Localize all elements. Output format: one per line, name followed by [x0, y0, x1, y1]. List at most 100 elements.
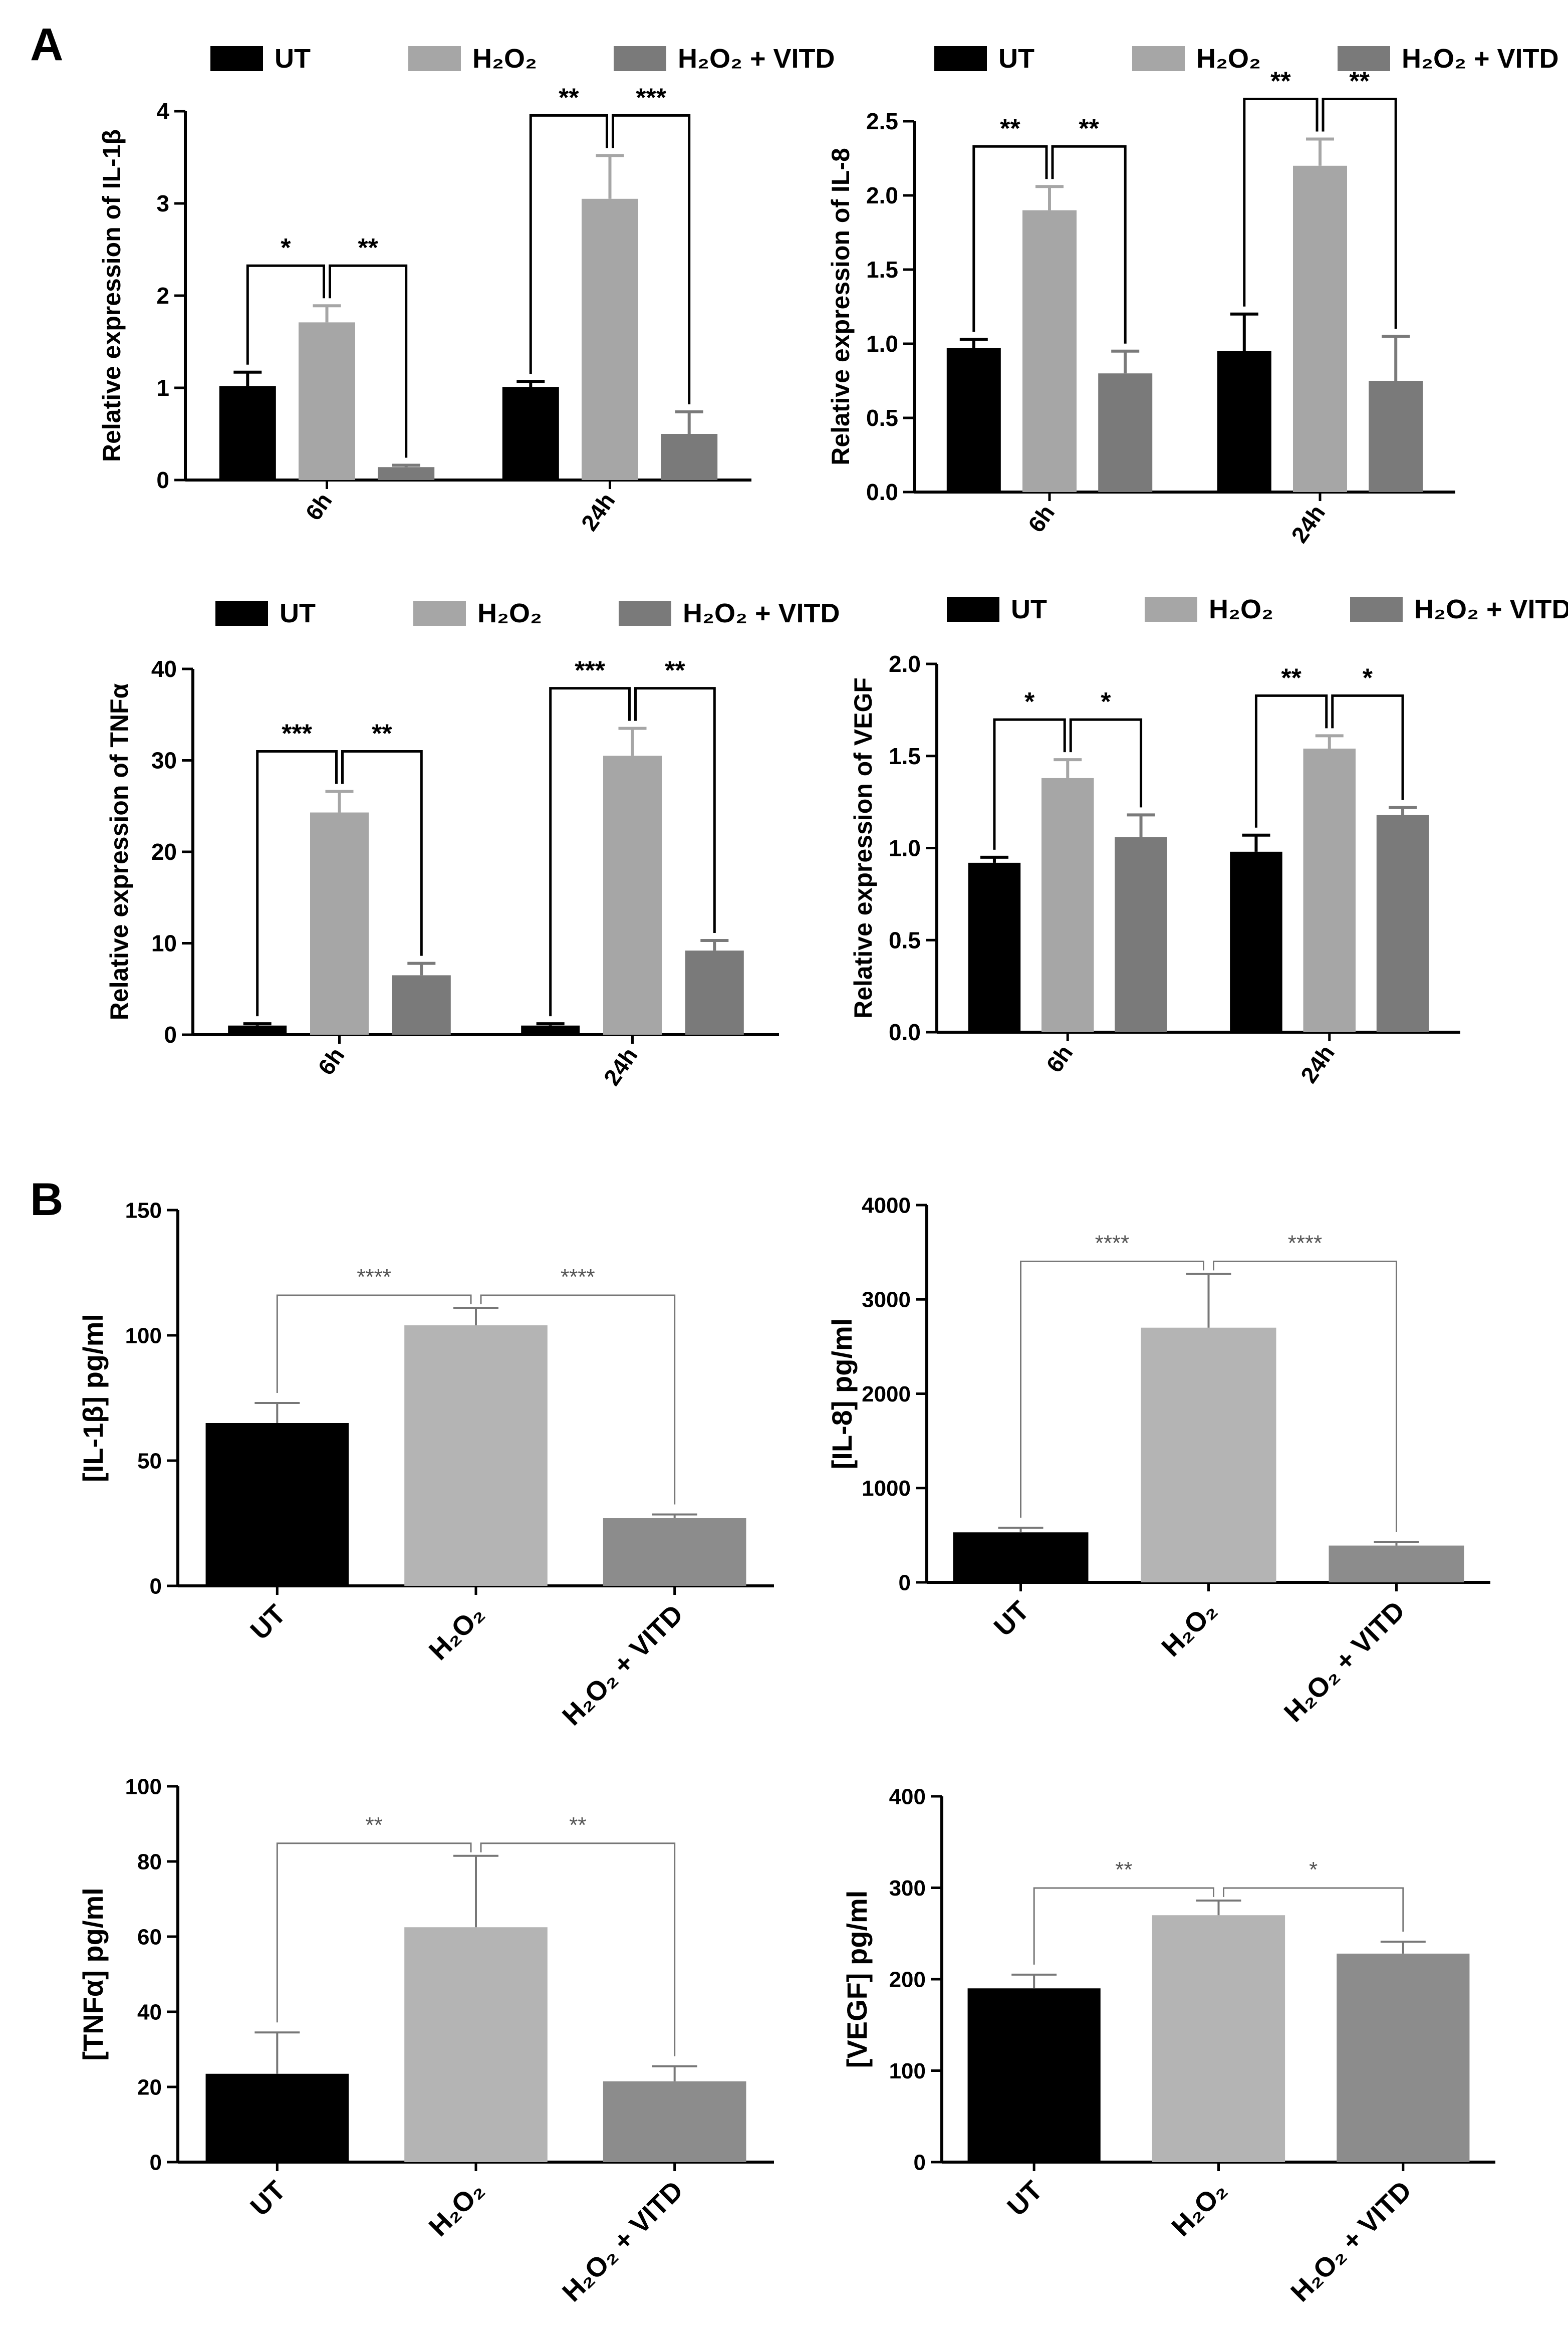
x-tick-label: 6h — [313, 1043, 349, 1080]
y-tick-label: 100 — [125, 1774, 162, 1799]
significance-label: **** — [1095, 1231, 1130, 1255]
significance-label: ** — [372, 720, 392, 749]
significance-label: ** — [366, 1813, 383, 1837]
y-tick-label: 100 — [125, 1323, 162, 1348]
significance-label: ** — [358, 233, 378, 263]
chart-b3: [TNFα] pg/ml 0 20 40 60 80 100 UT H₂O₂ H₂O₂ + VIT… — [77, 1774, 774, 2307]
x-tick-label: H₂O₂ — [423, 1599, 490, 1666]
y-tick-label: 200 — [889, 1967, 926, 1992]
significance-bracket — [256, 750, 338, 1017]
x-tick-label: 24h — [1286, 500, 1330, 548]
y-tick-label: 1.5 — [866, 257, 898, 283]
bar-UT — [205, 1423, 349, 1586]
bar-H-O--24h — [603, 756, 662, 1035]
bar-H-O-VITD-24h — [1369, 381, 1423, 492]
legend-label: UT — [275, 44, 311, 74]
y-tick-label: 2.0 — [866, 182, 898, 208]
x-tick-label: H₂O₂ + VITD — [557, 2175, 689, 2307]
chart-b2: [IL-8] pg/ml 0 1000 2000 3000 4000 UT H₂O₂ H₂O₂ … — [826, 1193, 1490, 1728]
y-tick-label: 0 — [156, 467, 169, 493]
bar-UT-24h — [502, 387, 559, 480]
x-tick-label: H₂O₂ + VITD — [1285, 2175, 1417, 2307]
significance-label: ** — [1079, 114, 1099, 143]
legend-swatch — [210, 46, 263, 71]
significance-label: * — [1101, 687, 1111, 717]
bar-H-O--6h — [299, 322, 355, 480]
bar-UT — [967, 1988, 1101, 2162]
significance-bracket — [529, 114, 608, 374]
bar-UT-24h — [521, 1025, 580, 1035]
x-tick-label: 6h — [1041, 1040, 1078, 1077]
legend-swatch — [413, 601, 466, 626]
significance-bracket — [1243, 98, 1319, 307]
y-tick-label: 50 — [137, 1449, 162, 1473]
significance-label: ** — [559, 83, 579, 112]
x-tick-label: UT — [1001, 2175, 1048, 2222]
bar-H-O-VITD-6h — [392, 975, 451, 1035]
bar-H-O--24h — [582, 198, 638, 480]
y-tick-label: 0.5 — [889, 927, 921, 953]
legend-label: H₂O₂ + VITD — [1402, 44, 1559, 74]
bar-H-O-VITD-6h — [378, 467, 435, 480]
y-tick-label: 0 — [150, 1574, 162, 1598]
legend-swatch — [614, 46, 666, 71]
bar-H-O-VITD — [603, 2081, 746, 2162]
y-tick-label: 2 — [156, 283, 169, 309]
legend-label: H₂O₂ + VITD — [1414, 594, 1568, 624]
legend-swatch — [947, 597, 999, 622]
x-tick-label: H₂O₂ — [1166, 2175, 1233, 2242]
bar-H-O--6h — [1022, 210, 1077, 493]
y-tick-label: 60 — [137, 1925, 162, 1949]
bar-H-O- — [404, 1927, 548, 2162]
y-tick-label: 0 — [914, 2150, 926, 2175]
y-tick-label: 80 — [137, 1849, 162, 1874]
y-tick-label: 3 — [156, 190, 169, 216]
bar-H-O- — [404, 1325, 548, 1586]
chart-a4: UT H₂O₂ H₂O₂ + VITD Relative expression of … — [849, 594, 1568, 1088]
y-tick-label: 300 — [889, 1876, 926, 1901]
significance-label: *** — [636, 83, 666, 112]
chart-a2: UT H₂O₂ H₂O₂ + VITD Relative expression of … — [827, 44, 1559, 548]
y-tick-label: 0 — [899, 1570, 911, 1595]
y-tick-label: 1.0 — [889, 835, 921, 861]
bar-H-O- — [1152, 1915, 1285, 2162]
bar-UT-24h — [1217, 351, 1271, 492]
y-tick-label: 400 — [889, 1784, 926, 1809]
legend-swatch — [215, 601, 268, 626]
x-tick-label: 24h — [599, 1043, 643, 1090]
x-tick-label: H₂O₂ + VITD — [557, 1599, 689, 1731]
significance-label: * — [281, 233, 291, 263]
significance-bracket — [341, 750, 423, 956]
panel-label-a: A — [30, 19, 63, 70]
y-tick-label: 2000 — [862, 1382, 911, 1406]
significance-label: ** — [1115, 1857, 1132, 1882]
y-tick-label: 30 — [151, 748, 177, 774]
y-axis-label: [IL-8] pg/ml — [826, 1318, 858, 1470]
significance-bracket — [1213, 1260, 1397, 1532]
y-axis-label: Relative expression of VEGF — [849, 677, 877, 1019]
significance-bracket — [1223, 1887, 1404, 1932]
y-tick-label: 0 — [150, 2150, 162, 2175]
legend-swatch — [1338, 46, 1390, 71]
significance-label: *** — [575, 656, 605, 685]
significance-label: * — [1024, 687, 1035, 717]
bar-UT-6h — [968, 862, 1021, 1032]
bar-H-O--24h — [1303, 749, 1356, 1032]
significance-bracket — [276, 1294, 472, 1393]
legend-swatch — [1132, 46, 1185, 71]
x-tick-label: 24h — [1295, 1040, 1340, 1088]
y-tick-label: 20 — [137, 2075, 162, 2099]
y-tick-label: 20 — [151, 839, 177, 865]
significance-bracket — [1331, 694, 1404, 800]
bar-H-O-VITD — [1337, 1953, 1470, 2162]
y-tick-label: 1.0 — [866, 331, 898, 357]
legend-swatch — [934, 46, 987, 71]
significance-bracket — [634, 687, 716, 933]
y-tick-label: 0 — [164, 1022, 177, 1048]
bar-H-O-VITD-24h — [1376, 815, 1429, 1032]
significance-label: * — [1309, 1857, 1318, 1882]
legend-label: H₂O₂ — [1196, 44, 1261, 74]
legend-swatch — [408, 46, 461, 71]
chart-a1: UT H₂O₂ H₂O₂ + VITD Relative expression of … — [98, 44, 835, 536]
bar-H-O-VITD — [1329, 1545, 1464, 1582]
